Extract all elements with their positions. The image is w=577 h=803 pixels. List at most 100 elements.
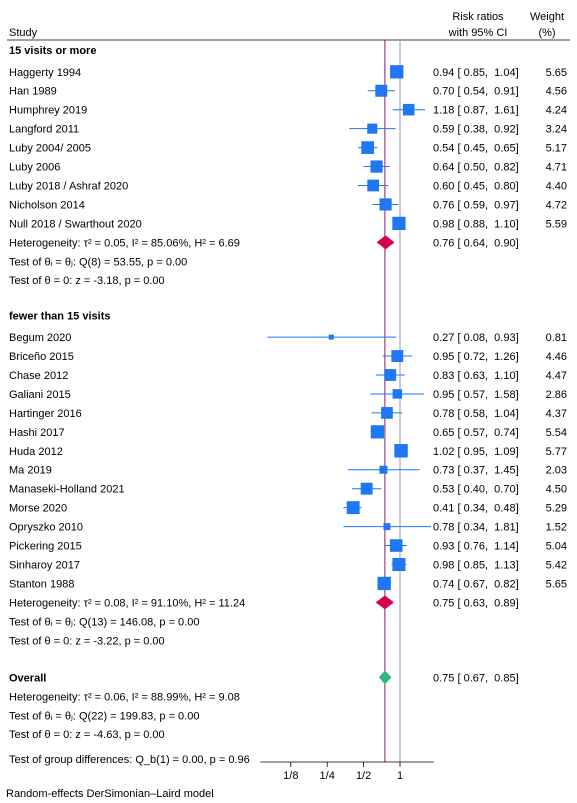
study-label: Galiani 2015 (9, 389, 71, 401)
study-effect: 0.98 [ 0.88, 1.10] (433, 218, 519, 230)
study-row: Briceño 2015 0.95 [ 0.72, 1.26] 4.46 (9, 350, 567, 363)
study-row: Han 1989 0.70 [ 0.54, 0.91] 4.56 (9, 85, 567, 98)
study-row: Huda 2012 1.02 [ 0.95, 1.09] 5.77 (9, 444, 567, 458)
study-marker (403, 104, 415, 116)
x-tick-label: 1/4 (320, 770, 335, 782)
study-marker (370, 160, 382, 172)
group-test-theta-i: Test of θᵢ = θⱼ: Q(13) = 146.08, p = 0.0… (9, 616, 199, 628)
study-effect: 0.98 [ 0.85, 1.13] (433, 559, 519, 571)
group-test-theta-i: Test of θᵢ = θⱼ: Q(8) = 53.55, p = 0.00 (9, 256, 187, 268)
study-row: Begum 2020 0.27 [ 0.08, 0.93] 0.81 (9, 332, 567, 344)
study-marker (392, 217, 405, 230)
study-row: Luby 2006 0.64 [ 0.50, 0.82] 4.71 (9, 160, 567, 173)
study-row: Sinharoy 2017 0.98 [ 0.85, 1.13] 5.42 (9, 558, 567, 572)
study-effect: 0.41 [ 0.34, 0.48] (433, 503, 519, 515)
study-marker (361, 141, 374, 154)
study-weight: 5.54 (546, 427, 567, 439)
study-weight: 5.65 (546, 67, 567, 79)
study-effect: 0.60 [ 0.45, 0.80] (433, 180, 519, 192)
study-label: Haggerty 1994 (9, 67, 81, 79)
study-effect: 0.54 [ 0.45, 0.65] (433, 143, 519, 155)
study-row: Pickering 2015 0.93 [ 0.76, 1.14] 5.04 (9, 539, 567, 552)
study-label: Huda 2012 (9, 446, 63, 458)
footnote: Random-effects DerSimonian–Laird model (6, 788, 214, 800)
study-weight: 2.86 (546, 389, 567, 401)
overall-diamond (379, 670, 391, 684)
study-effect: 0.65 [ 0.57, 0.74] (433, 427, 519, 439)
study-row: Nicholson 2014 0.76 [ 0.59, 0.97] 4.72 (9, 198, 567, 211)
study-weight: 5.59 (546, 218, 567, 230)
group-test-theta-0: Test of θ = 0: z = -3.22, p = 0.00 (9, 635, 165, 647)
study-weight: 4.56 (546, 86, 567, 98)
study-row: Humphrey 2019 1.18 [ 0.87, 1.61] 4.24 (9, 104, 567, 117)
group-differences-test: Test of group differences: Q_b(1) = 0.00… (9, 754, 250, 766)
study-marker (391, 350, 403, 362)
study-marker (329, 335, 334, 340)
study-label: Null 2018 / Swarthout 2020 (9, 218, 142, 230)
study-marker (381, 407, 393, 419)
study-row: Null 2018 / Swarthout 2020 0.98 [ 0.88, 1… (9, 217, 567, 231)
study-weight: 5.17 (546, 143, 567, 155)
study-marker (367, 124, 377, 134)
study-label: Langford 2011 (9, 124, 79, 136)
study-weight: 2.03 (546, 465, 567, 477)
overall-test-theta-i: Test of θᵢ = θⱼ: Q(22) = 199.83, p = 0.0… (9, 710, 199, 722)
study-marker (375, 85, 387, 97)
study-label: Sinharoy 2017 (9, 559, 80, 571)
study-marker (384, 523, 391, 530)
study-label: Nicholson 2014 (9, 199, 85, 211)
group-heterogeneity: Heterogeneity: τ² = 0.08, I² = 91.10%, H… (9, 597, 245, 609)
study-label: Luby 2006 (9, 162, 60, 174)
study-effect: 1.18 [ 0.87, 1.61] (433, 105, 519, 117)
study-effect: 0.73 [ 0.37, 1.45] (433, 465, 519, 477)
study-row: Stanton 1988 0.74 [ 0.67, 0.82] 5.65 (9, 577, 567, 591)
study-row: Hashi 2017 0.65 [ 0.57, 0.74] 5.54 (9, 425, 567, 439)
study-marker (394, 444, 407, 457)
study-effect: 0.93 [ 0.76, 1.14] (433, 541, 519, 553)
group-title: 15 visits or more (9, 45, 96, 57)
study-marker (361, 483, 373, 495)
group-pooled-effect: 0.75 [ 0.63, 0.89] (433, 597, 519, 609)
study-effect: 0.74 [ 0.67, 0.82] (433, 578, 519, 590)
study-label: Pickering 2015 (9, 541, 82, 553)
overall-heterogeneity: Heterogeneity: τ² = 0.06, I² = 88.99%, H… (9, 691, 240, 703)
study-row: Hartinger 2016 0.78 [ 0.58, 1.04] 4.37 (9, 407, 567, 420)
study-row: Ma 2019 0.73 [ 0.37, 1.45] 2.03 (9, 465, 567, 477)
study-marker (390, 65, 403, 78)
study-label: Luby 2018 / Ashraf 2020 (9, 180, 128, 192)
header-effect-line1: Risk ratios (452, 11, 504, 23)
study-weight: 4.71 (546, 162, 567, 174)
study-marker (378, 577, 391, 590)
study-weight: 3.24 (546, 124, 567, 136)
study-weight: 4.50 (546, 484, 567, 496)
study-effect: 0.53 [ 0.40, 0.70] (433, 484, 519, 496)
x-tick-label: 1 (397, 770, 403, 782)
study-label: Humphrey 2019 (9, 105, 87, 117)
study-effect: 1.02 [ 0.95, 1.09] (433, 446, 519, 458)
study-label: Chase 2012 (9, 370, 68, 382)
study-effect: 0.59 [ 0.38, 0.92] (433, 124, 519, 136)
study-marker (380, 198, 392, 210)
study-label: Han 1989 (9, 86, 57, 98)
study-marker (384, 369, 396, 381)
study-weight: 5.29 (546, 503, 567, 515)
study-weight: 5.04 (546, 541, 567, 553)
x-axis: 1/8 1/4 1/2 1 (260, 762, 433, 782)
study-row: Morse 2020 0.41 [ 0.34, 0.48] 5.29 (9, 501, 567, 514)
study-marker (390, 539, 403, 552)
study-label: Ma 2019 (9, 465, 52, 477)
study-effect: 0.70 [ 0.54, 0.91] (433, 86, 519, 98)
study-marker (379, 466, 387, 474)
study-row: Langford 2011 0.59 [ 0.38, 0.92] 3.24 (9, 124, 567, 136)
study-weight: 4.24 (546, 105, 567, 117)
study-weight: 4.40 (546, 180, 567, 192)
study-effect: 0.76 [ 0.59, 0.97] (433, 199, 519, 211)
overall-title: Overall (9, 672, 46, 684)
study-marker (347, 501, 360, 514)
study-label: Morse 2020 (9, 503, 67, 515)
subgroup-diamond (377, 235, 395, 249)
header-effect-line2: with 95% CI (448, 27, 508, 39)
study-label: Stanton 1988 (9, 578, 74, 590)
study-marker (367, 180, 379, 192)
study-row: Luby 2004/ 2005 0.54 [ 0.45, 0.65] 5.17 (9, 141, 567, 154)
